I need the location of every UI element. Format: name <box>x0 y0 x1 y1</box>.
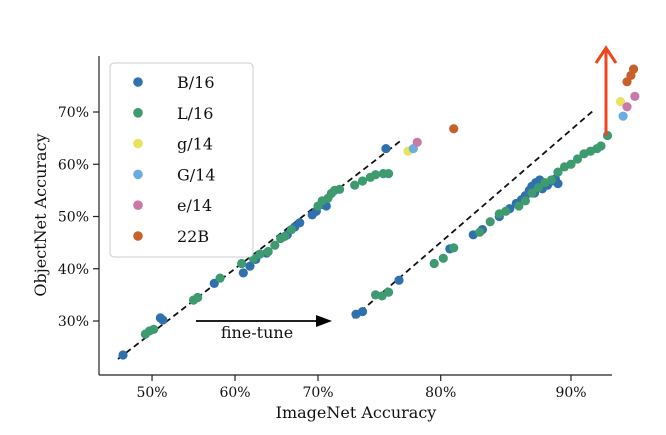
point-b-16 <box>155 313 165 323</box>
axes <box>98 56 612 376</box>
point-b-16 <box>118 350 128 360</box>
y-axis-title: ObjectNet Accuracy <box>31 133 50 296</box>
point-l-16 <box>553 167 563 177</box>
x-tick-label: 70% <box>302 385 333 401</box>
point-l-16 <box>193 292 203 303</box>
data-points <box>118 64 640 360</box>
point-l-16 <box>572 154 583 164</box>
y-tick-label: 50% <box>58 210 89 226</box>
point-b-16 <box>394 275 404 285</box>
point-l-16 <box>449 243 459 253</box>
x-axis-title: ImageNet Accuracy <box>276 403 437 422</box>
legend: B/16 L/16 g/14 G/14 e/14 22B <box>109 62 254 258</box>
point-l-16 <box>286 224 297 235</box>
legend-marker-g-14 <box>133 138 143 149</box>
point-l-16 <box>370 170 381 180</box>
legend-label-l-16: L/16 <box>177 104 213 123</box>
legend-box <box>109 62 254 258</box>
point-l-16 <box>350 180 360 190</box>
point-22b <box>628 64 639 74</box>
legend-marker-b-16 <box>133 77 143 87</box>
point-l-16 <box>485 217 495 227</box>
legend-label-g-14: g/14 <box>177 135 213 154</box>
point-l-16 <box>501 206 511 216</box>
point-l-16 <box>270 240 280 250</box>
point-l-16 <box>546 175 557 185</box>
y-tick-label: 70% <box>58 105 89 121</box>
up-arrow-icon <box>594 45 618 136</box>
point-l-16 <box>566 159 576 169</box>
y-tick-label: 30% <box>58 314 89 330</box>
point-l-16 <box>533 183 544 193</box>
legend-label-b-16: B/16 <box>177 73 215 92</box>
point-22b <box>449 124 459 134</box>
point-l-16 <box>383 287 394 297</box>
point-l-16 <box>438 253 448 263</box>
point-l-16 <box>514 201 524 211</box>
point-e-14 <box>622 102 632 112</box>
x-ticks: 50% 60% 70% 80% 90% <box>136 375 587 401</box>
point-l-16 <box>596 141 606 151</box>
fine-tune-label: fine-tune <box>221 323 293 342</box>
point-l-16 <box>215 273 225 283</box>
point-l-16 <box>237 258 247 269</box>
point-b-16 <box>245 261 255 271</box>
legend-marker-l-16 <box>133 108 143 118</box>
legend-label-g-14: G/14 <box>177 165 216 184</box>
point-l-16 <box>149 324 159 334</box>
point-g-14 <box>615 96 626 107</box>
point-l-16 <box>263 246 273 257</box>
y-tick-label: 60% <box>58 157 89 173</box>
y-tick-label: 40% <box>58 262 89 278</box>
legend-marker-22b <box>133 231 143 241</box>
point-l-16 <box>280 231 290 241</box>
point-e-14 <box>630 91 640 101</box>
x-tick-label: 60% <box>219 385 250 401</box>
x-tick-label: 80% <box>425 385 456 401</box>
fine-tune-annotation: fine-tune <box>196 315 332 342</box>
point-b-16 <box>381 143 391 154</box>
point-e-14 <box>412 137 422 147</box>
legend-marker-g-14 <box>133 169 143 180</box>
point-l-16 <box>334 184 345 194</box>
point-l-16 <box>255 249 265 259</box>
point-b-16 <box>295 218 305 228</box>
point-l-16 <box>475 227 485 237</box>
point-l-16 <box>383 169 394 179</box>
legend-label-22b: 22B <box>177 227 209 246</box>
fit-line-right <box>352 109 595 319</box>
legend-label-e-14: e/14 <box>177 196 212 215</box>
x-tick-label: 50% <box>136 385 167 401</box>
point-l-16 <box>429 258 439 269</box>
point-g-14 <box>618 111 628 121</box>
point-b-16 <box>238 268 248 278</box>
x-tick-label: 90% <box>555 385 586 401</box>
point-l-16 <box>357 176 368 186</box>
point-b-16 <box>357 306 368 317</box>
y-ticks: 30% 40% 50% 60% 70% <box>58 105 99 330</box>
point-l-16 <box>527 188 537 198</box>
legend-marker-e-14 <box>133 200 143 210</box>
point-l-16 <box>520 196 530 206</box>
up-arrow-head <box>594 45 618 64</box>
fine-tune-arrow-head <box>316 315 332 327</box>
